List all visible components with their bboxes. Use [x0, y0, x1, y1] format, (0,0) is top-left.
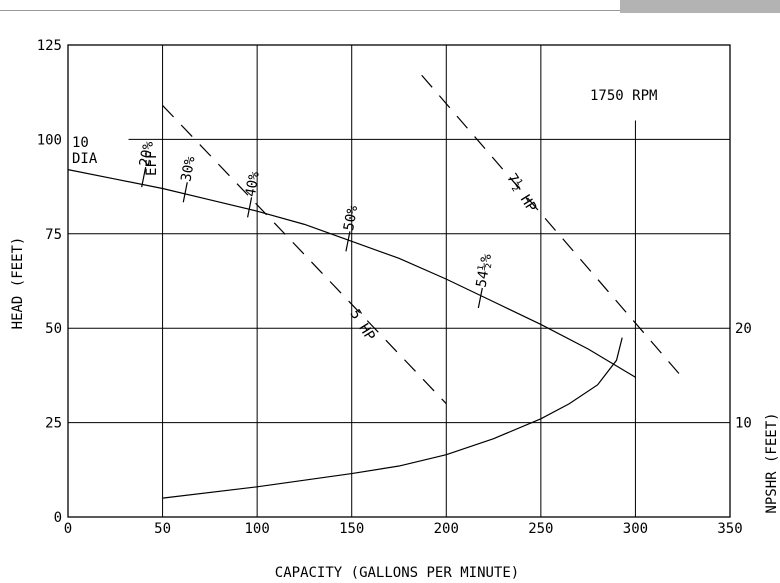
eff-header: EFF [144, 151, 160, 176]
y-tick-label-0: 0 [54, 510, 62, 526]
efficiency-label-1: 30% [178, 155, 198, 183]
x-tick-label-4: 200 [434, 521, 459, 537]
impeller-dia-label: DIA [72, 151, 98, 167]
efficiency-label-2: 40% [243, 170, 263, 198]
power-label-0: 5 HP [346, 307, 377, 344]
annotations: 1750 RPM 10 DIA EFF 20% 30% 40% 50% 54½% 5 HP… [72, 88, 657, 344]
x-tick-label-2: 100 [244, 521, 269, 537]
efficiency-label-3: 50% [341, 204, 361, 232]
y-tick-label-3: 75 [45, 227, 62, 243]
tick-labels: 0 50 100 150 200 250 300 350 0 25 50 75 100 125 10 20 [37, 38, 752, 537]
series-line-5-hp [162, 105, 447, 405]
efficiency-tick-2 [246, 197, 253, 218]
impeller-size-label: 10 [72, 135, 89, 151]
y-tick-label-1: 25 [45, 416, 62, 432]
top-bar [0, 0, 780, 14]
y-tick-label-5: 125 [37, 38, 62, 54]
power-label-1: 7½ HP [503, 171, 539, 215]
x-tick-label-5: 250 [528, 521, 553, 537]
x-tick-label-7: 350 [717, 521, 742, 537]
plot-frame [67, 44, 731, 518]
y2-axis-label: NPSHR (FEET) [764, 412, 780, 513]
series-line-7-hp [421, 74, 680, 374]
x-tick-label-3: 150 [339, 521, 364, 537]
top-tab [620, 0, 780, 13]
efficiency-tick-4 [477, 287, 483, 309]
series-line-head [67, 169, 636, 378]
efficiency-label-0: 20% [137, 140, 157, 168]
y-tick-label-4: 100 [37, 132, 62, 148]
top-divider [0, 10, 780, 11]
efficiency-tick-0 [141, 167, 147, 188]
efficiency-tick-1 [182, 182, 188, 203]
y2-tick-label-0: 10 [735, 416, 752, 432]
rpm-label: 1750 RPM [590, 88, 657, 104]
x-axis-label: CAPACITY (GALLONS PER MINUTE) [275, 565, 519, 581]
x-tick-label-0: 0 [64, 521, 72, 537]
x-tick-label-1: 50 [154, 521, 171, 537]
x-tick-label-6: 300 [623, 521, 648, 537]
grid [67, 44, 731, 518]
y2-tick-label-1: 20 [735, 321, 752, 337]
efficiency-tick-3 [345, 231, 351, 252]
efficiency-label-4: 54½% [474, 252, 496, 289]
series-line-npshr [162, 337, 623, 499]
y-axis-label: HEAD (FEET) [10, 237, 26, 330]
series-layer [67, 74, 680, 499]
y-tick-label-2: 50 [45, 321, 62, 337]
